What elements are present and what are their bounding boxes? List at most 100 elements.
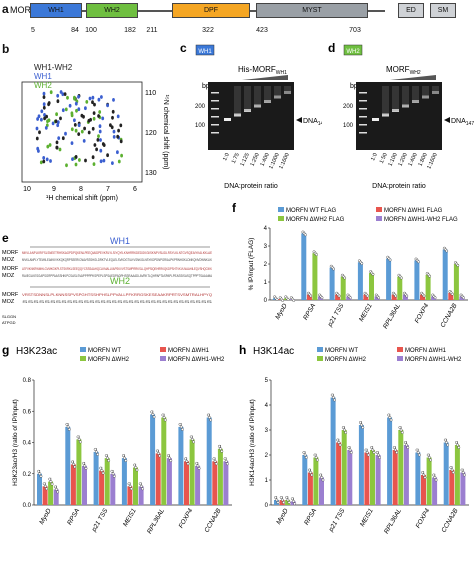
gel-band xyxy=(382,113,389,117)
data-point xyxy=(106,456,109,460)
data-point xyxy=(364,448,368,452)
data-point xyxy=(50,482,54,486)
data-point xyxy=(138,482,142,486)
data-point xyxy=(450,292,454,296)
nmr-peak xyxy=(99,148,103,153)
ladder-band xyxy=(359,108,367,110)
bar xyxy=(274,500,279,505)
data-point xyxy=(275,498,279,502)
nmr-peak xyxy=(111,109,115,114)
nmr-peak xyxy=(68,103,72,108)
nmr-ytick: 130 xyxy=(145,170,157,177)
gel-smear xyxy=(432,86,439,93)
category-label: RPL36AL xyxy=(383,507,403,535)
data-point xyxy=(302,451,306,454)
data-point xyxy=(365,294,369,298)
nmr-peak xyxy=(45,114,48,119)
gel-smear xyxy=(284,86,291,93)
arrow-icon xyxy=(444,117,450,123)
legend-entry: MORFN ΔWH2 xyxy=(88,357,130,363)
legend-entry: MORFN WT FLAG xyxy=(286,208,337,214)
bar xyxy=(212,461,218,506)
data-point xyxy=(432,473,436,477)
bar xyxy=(448,292,454,300)
bar xyxy=(279,500,285,505)
nmr-peak xyxy=(92,111,96,115)
chart-h3k14ac: h H3K14ac MORFN WT MORFN ΔWH1 MORFN ΔWH2 MORF… xyxy=(239,343,469,535)
data-point xyxy=(133,463,137,467)
nmr-peak xyxy=(74,101,78,106)
data-point xyxy=(456,443,460,447)
data-point xyxy=(389,418,393,422)
data-point xyxy=(337,441,341,444)
wh2-label: WH2 xyxy=(110,276,130,286)
data-point xyxy=(220,449,224,453)
data-point xyxy=(42,482,46,486)
bar xyxy=(319,477,324,505)
seq-row: MVKLANPLYTEWILEAIKKVKKQKQRPSEERICNAVSSSH… xyxy=(22,258,212,262)
domain-wh1: WH1 xyxy=(30,3,82,18)
data-point xyxy=(360,423,364,427)
data-point xyxy=(79,440,82,444)
data-point xyxy=(415,448,419,452)
gel-band xyxy=(402,104,409,108)
bar xyxy=(285,500,291,505)
data-point xyxy=(333,398,337,402)
data-point xyxy=(107,459,111,463)
nmr-peak xyxy=(106,103,109,108)
bar xyxy=(370,450,375,505)
data-point xyxy=(73,465,77,469)
nmr-peak xyxy=(55,145,59,150)
data-point xyxy=(155,449,159,453)
y-tick-label: 0 xyxy=(264,298,268,304)
gel-smear xyxy=(274,86,281,98)
data-point xyxy=(406,446,410,449)
data-point xyxy=(332,267,336,271)
gel-xlabel: DNA:protein ratio xyxy=(224,183,278,190)
data-point xyxy=(315,253,318,256)
category-label: RPSA xyxy=(303,508,318,527)
nmr-legend-entry: WH1-WH2 xyxy=(34,63,73,72)
data-point xyxy=(446,443,450,447)
panel-label: h xyxy=(239,343,246,357)
bar xyxy=(363,294,369,300)
data-point xyxy=(141,487,145,491)
data-point xyxy=(400,431,404,434)
legend-swatch xyxy=(160,347,166,352)
panel-e-label: e xyxy=(2,232,9,245)
nmr-peak xyxy=(82,139,86,143)
gel-image xyxy=(208,82,294,150)
nmr-peak xyxy=(111,115,114,120)
nmr-peak xyxy=(98,129,102,134)
data-point xyxy=(281,498,284,502)
data-point xyxy=(377,296,381,300)
panel-label: c xyxy=(180,42,187,55)
data-point xyxy=(399,276,403,280)
bar xyxy=(318,296,323,300)
data-point xyxy=(168,456,172,460)
gel-smear xyxy=(234,86,241,116)
legend-swatch xyxy=(80,356,86,361)
bar xyxy=(290,501,296,506)
bar xyxy=(397,276,403,300)
category-label: p21 TSS xyxy=(90,507,110,534)
category-label: MyoD xyxy=(274,302,289,320)
nmr-peak xyxy=(38,130,41,135)
gel-band xyxy=(264,100,271,103)
gel-band xyxy=(254,104,261,108)
panel-e: e WH1 WH2 MORF MKVLANPLKRIFSLSNEETRHSKAGPDPQ… xyxy=(0,231,225,332)
nmr-peak xyxy=(75,108,78,113)
bar xyxy=(110,473,116,506)
bar xyxy=(341,430,347,505)
y-tick-label: 1 xyxy=(265,478,269,484)
domain-dpf: DPF xyxy=(172,3,250,18)
data-point xyxy=(421,471,425,474)
data-point xyxy=(162,416,166,419)
data-point xyxy=(122,454,125,458)
data-point xyxy=(190,438,194,441)
gel-smear xyxy=(392,86,399,111)
seq-tail: SLGGN xyxy=(2,314,16,319)
data-point xyxy=(286,498,290,502)
bar xyxy=(313,457,319,505)
